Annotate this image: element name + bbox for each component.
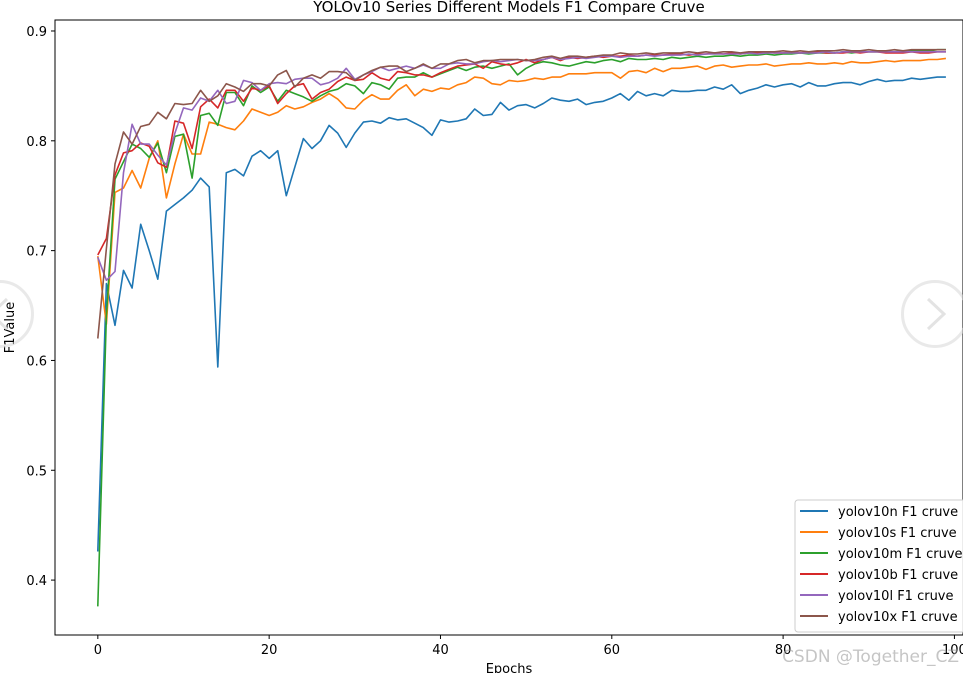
x-tick-label: 20 xyxy=(261,643,278,658)
chevron-right-icon xyxy=(926,297,947,331)
chart-title: YOLOv10 Series Different Models F1 Compa… xyxy=(312,0,705,16)
y-tick-label: 0.9 xyxy=(26,25,47,40)
series-line-5 xyxy=(97,48,946,339)
x-axis-label: Epochs xyxy=(486,662,533,673)
legend-box xyxy=(794,499,963,633)
legend-label: yolov10b F1 cruve xyxy=(838,568,958,583)
series-layer xyxy=(97,48,947,607)
watermark: CSDN @Together_CZ xyxy=(782,647,959,667)
legend-label: yolov10l F1 cruve xyxy=(838,589,954,604)
series-line-3 xyxy=(97,50,946,256)
x-tick-label: 80 xyxy=(775,643,792,658)
y-tick-label: 0.4 xyxy=(26,574,47,589)
series-line-1 xyxy=(97,57,947,326)
chevron-left-icon xyxy=(0,297,9,331)
x-tick-label: 100 xyxy=(942,643,963,658)
y-tick-label: 0.6 xyxy=(26,354,47,369)
legend: yolov10n F1 cruve yolov10s F1 cruve yolov1… xyxy=(794,499,963,633)
y-tick-label: 0.7 xyxy=(26,245,47,260)
y-tick-label: 0.8 xyxy=(26,135,47,150)
legend-label: yolov10s F1 cruve xyxy=(838,526,957,541)
x-tick-label: 60 xyxy=(604,643,621,658)
series-line-0 xyxy=(97,76,946,552)
legend-label: yolov10n F1 cruve xyxy=(838,505,958,520)
prev-image-button[interactable] xyxy=(0,280,34,348)
next-image-button[interactable] xyxy=(901,280,963,348)
x-tick-label: 0 xyxy=(94,643,102,658)
legend-label: yolov10x F1 cruve xyxy=(838,610,958,625)
x-tick-label: 40 xyxy=(432,643,449,658)
legend-label: yolov10m F1 cruve xyxy=(838,547,963,562)
ticks-layer: 0 20 40 60 80 100 0.4 0.5 0.6 0.7 0.8 0.9 xyxy=(26,25,963,658)
plot-frame xyxy=(54,19,963,636)
y-tick-label: 0.5 xyxy=(26,464,47,479)
